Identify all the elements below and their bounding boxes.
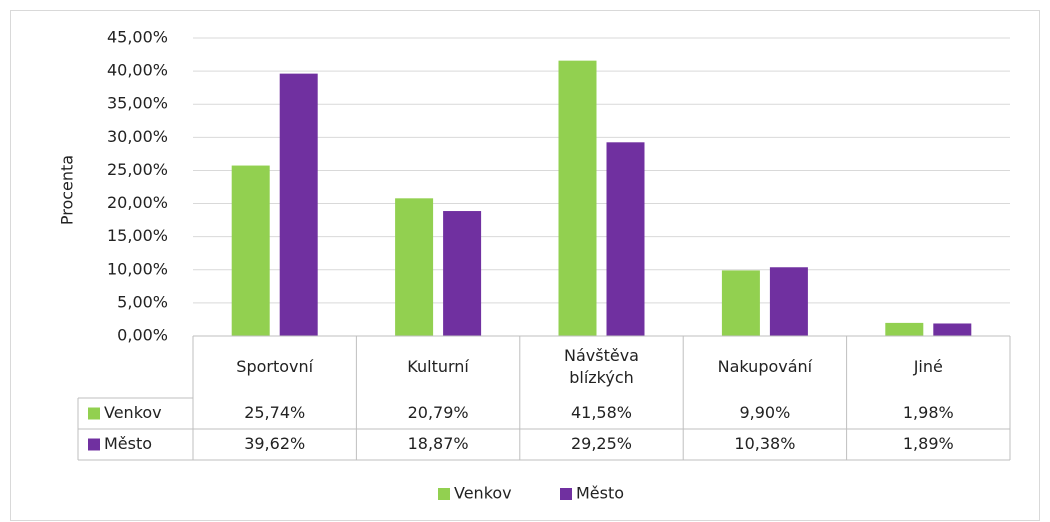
y-tick-label: 40,00% — [107, 61, 168, 80]
table-cell: 10,38% — [734, 434, 795, 453]
x-tick-label: Jiné — [913, 357, 943, 376]
y-tick-label: 15,00% — [107, 226, 168, 245]
legend-label: Město — [576, 484, 624, 503]
y-tick-label: 10,00% — [107, 259, 168, 278]
table-cell: 25,74% — [244, 403, 305, 422]
table-cell: 1,89% — [903, 434, 954, 453]
table-series-label: Město — [104, 434, 152, 453]
legend-key — [560, 488, 572, 500]
bar — [279, 73, 318, 336]
table-cell: 18,87% — [408, 434, 469, 453]
x-tick-label-box: Návštěva blízkých — [564, 346, 639, 387]
legend-label: Venkov — [454, 484, 512, 503]
x-tick-label: Sportovní — [236, 357, 314, 376]
bar — [933, 323, 972, 336]
x-tick-label: Nakupování — [717, 357, 813, 376]
y-tick-label: 35,00% — [107, 94, 168, 113]
x-tick-label: Kulturní — [407, 357, 469, 376]
bar — [606, 142, 645, 336]
y-tick-label: 20,00% — [107, 193, 168, 212]
y-tick-label: 5,00% — [117, 292, 168, 311]
bar — [443, 211, 482, 336]
table-cell: 29,25% — [571, 434, 632, 453]
table-legend-key — [88, 407, 100, 420]
table-series-label: Venkov — [104, 403, 162, 422]
x-tick-label-box: Kulturní — [407, 357, 469, 376]
chart-border — [10, 10, 1040, 521]
table-legend-key — [88, 438, 100, 451]
bar — [721, 270, 760, 336]
y-tick-label: 45,00% — [107, 28, 168, 47]
y-tick-label: 25,00% — [107, 160, 168, 179]
bar — [769, 267, 808, 336]
bar — [395, 198, 434, 336]
table-cell: 9,90% — [739, 403, 790, 422]
x-tick-label: Návštěva blízkých — [564, 346, 639, 387]
bar — [885, 322, 924, 336]
x-tick-label-box: Sportovní — [236, 357, 314, 376]
table-cell: 20,79% — [408, 403, 469, 422]
y-tick-label: 30,00% — [107, 127, 168, 146]
legend-key — [438, 488, 450, 500]
bar — [558, 60, 597, 336]
table-cell: 39,62% — [244, 434, 305, 453]
y-axis-label: Procenta — [58, 155, 77, 225]
table-cell: 41,58% — [571, 403, 632, 422]
x-tick-label-box: Nakupování — [717, 357, 813, 376]
bar — [231, 165, 270, 336]
table-cell: 1,98% — [903, 403, 954, 422]
x-tick-label-box: Jiné — [913, 357, 943, 376]
y-tick-label: 0,00% — [117, 326, 168, 345]
